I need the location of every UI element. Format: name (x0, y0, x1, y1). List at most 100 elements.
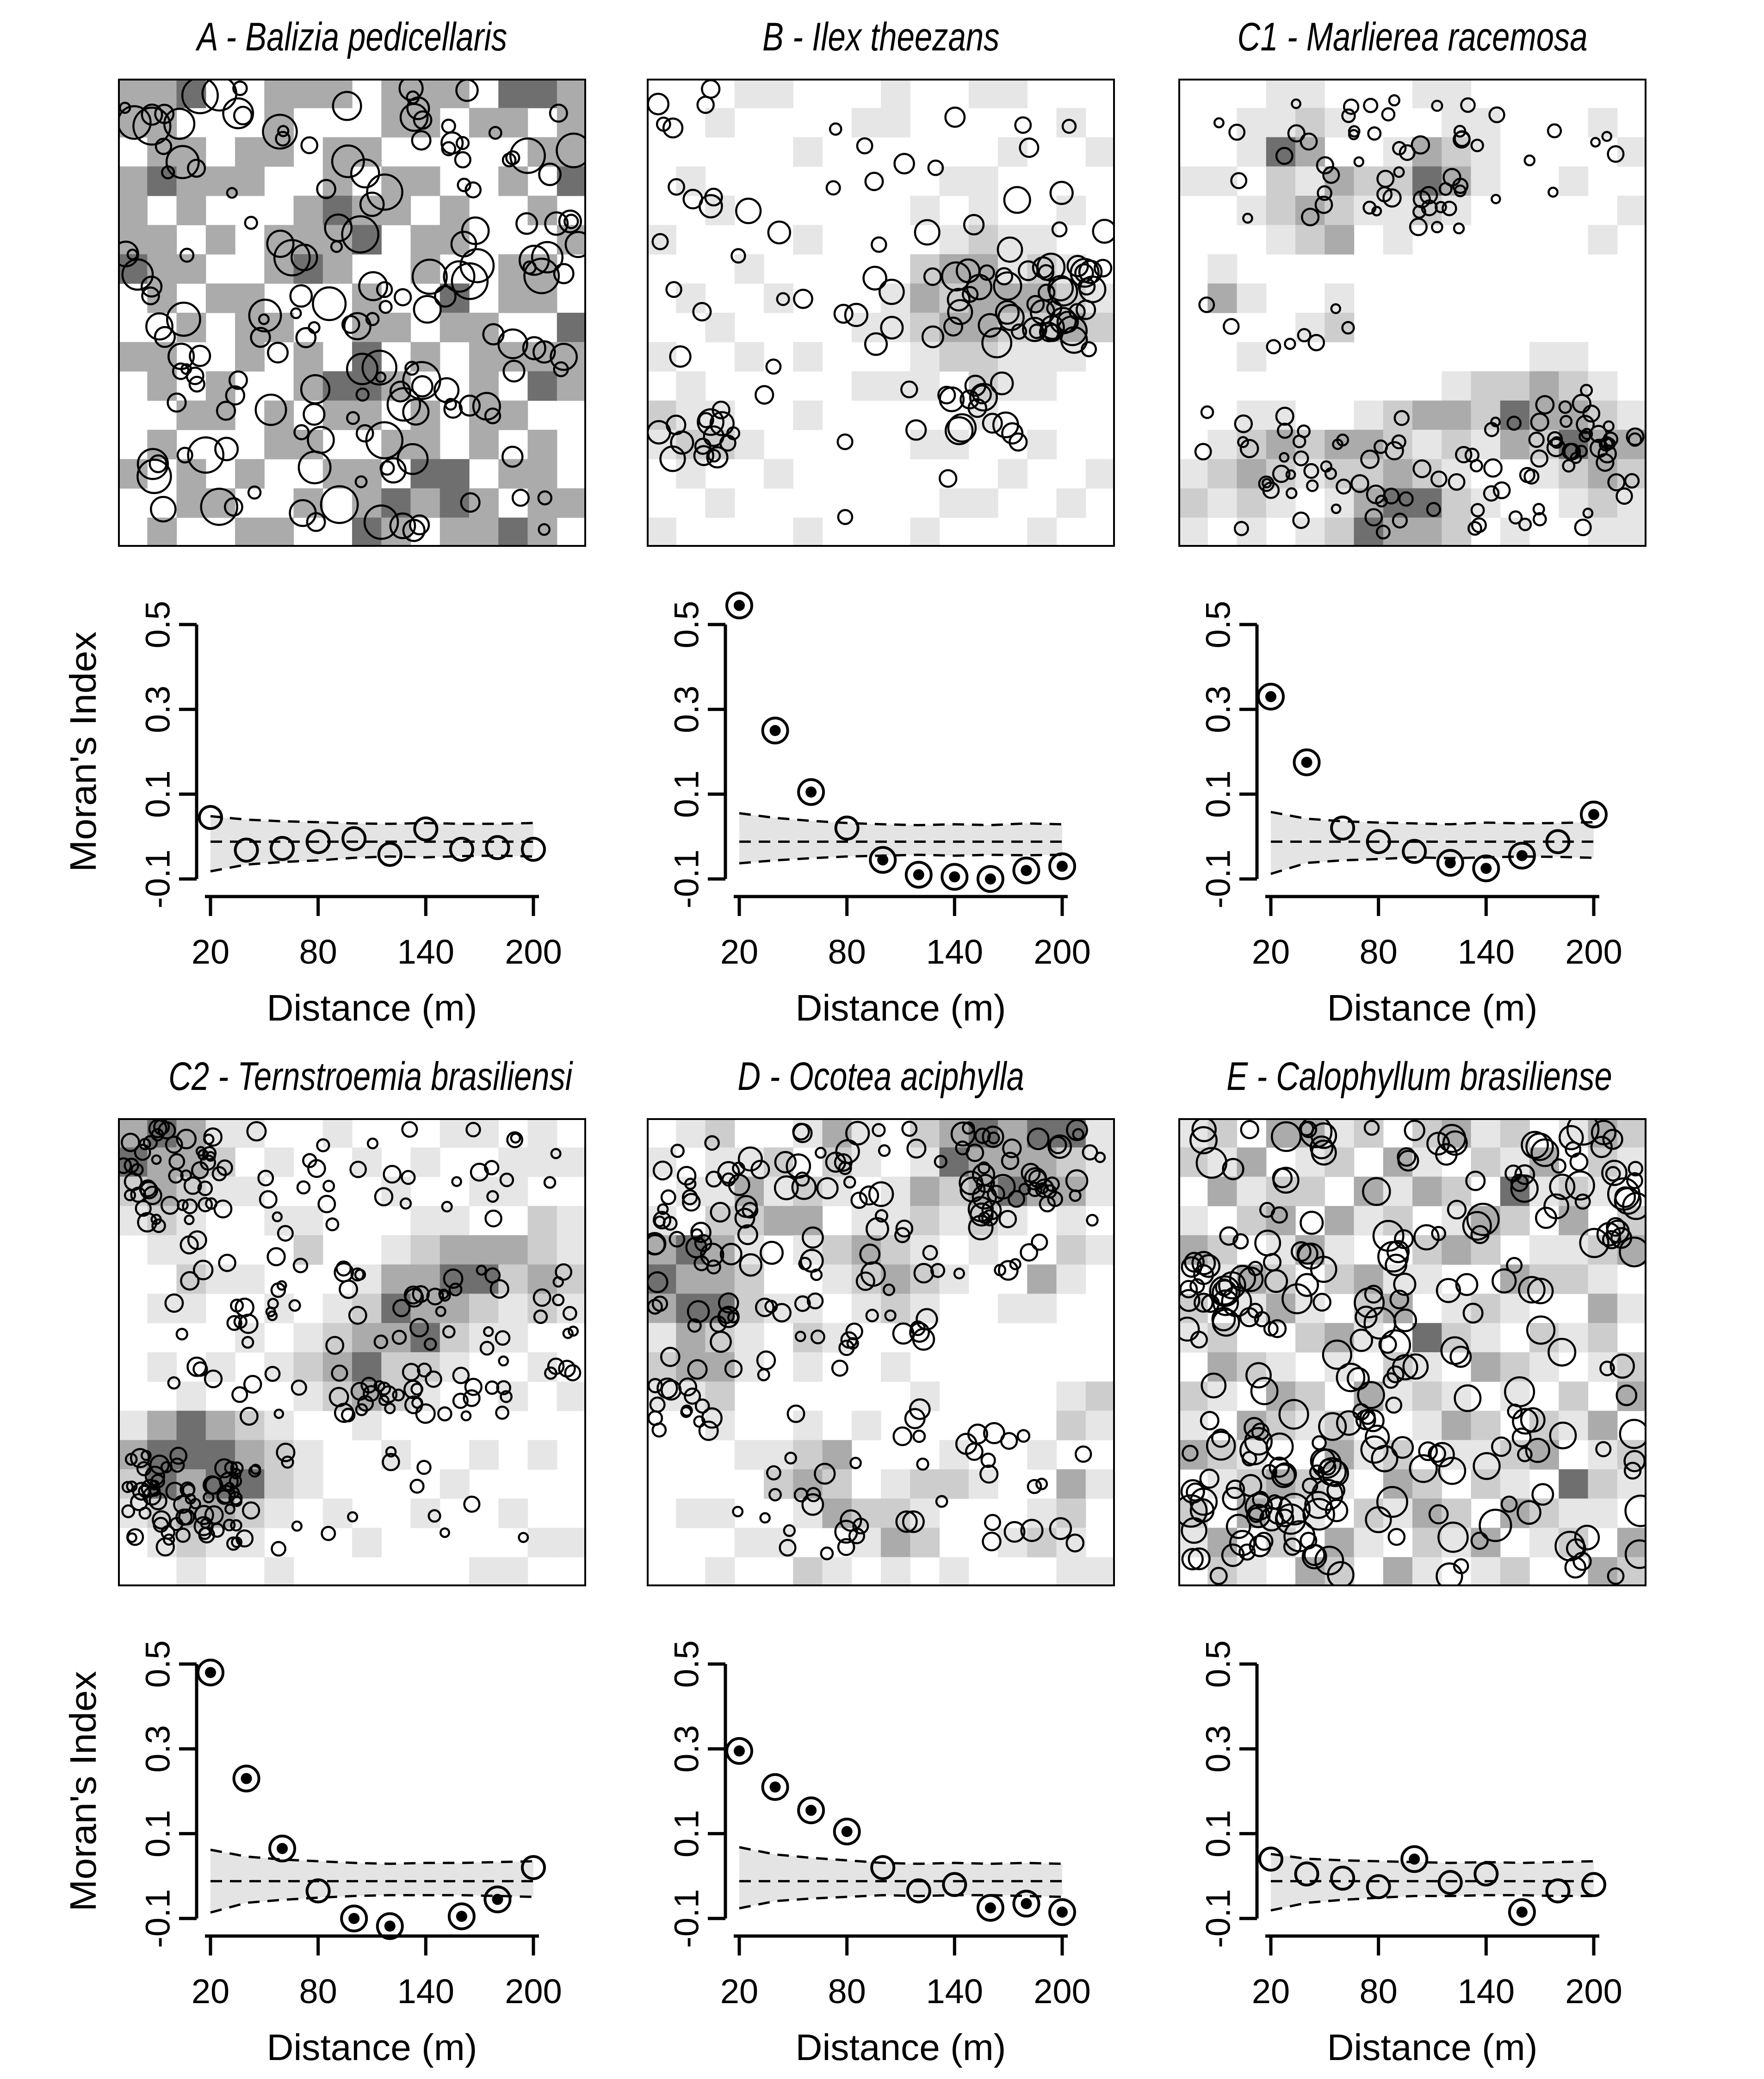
tree-circle (556, 132, 586, 168)
tree-circle (339, 1279, 359, 1299)
tree-circle (1316, 156, 1334, 174)
tree-circle (404, 1288, 424, 1308)
tree-circle (354, 475, 368, 489)
tree-circle (350, 1267, 365, 1282)
tree-circle (765, 358, 782, 375)
moran-point (1258, 1846, 1283, 1872)
tree-circle (124, 1172, 143, 1191)
y-tick-label: -0.1 (139, 849, 177, 909)
tree-circle (1272, 464, 1291, 483)
tree-circle (533, 1309, 548, 1324)
tree-circle (121, 1481, 134, 1493)
tree-circle (1467, 521, 1482, 536)
tree-circle (558, 1360, 576, 1378)
tree-circle (136, 448, 169, 480)
tree-circle (726, 426, 741, 440)
moran-point-significant (1472, 854, 1500, 883)
tree-circle (704, 1135, 720, 1151)
tree-circle (660, 1347, 681, 1367)
tree-circle (1525, 1438, 1550, 1463)
tree-circle (499, 1172, 514, 1188)
tree-circle (1213, 117, 1225, 129)
moran-point-dot (1444, 857, 1456, 869)
tree-circle (1196, 1254, 1221, 1278)
moran-point-significant (1048, 1898, 1076, 1926)
tree-circle (1442, 1130, 1468, 1156)
tree-circle (1065, 1534, 1085, 1553)
tree-circle (1363, 1306, 1397, 1340)
x-axis-title: Distance (m) (1327, 2027, 1538, 2068)
tree-circle (1248, 1507, 1264, 1523)
tree-circle (257, 1169, 274, 1187)
tree-circle (1387, 1528, 1406, 1546)
tree-circle (320, 485, 359, 524)
tree-circle (398, 79, 424, 101)
tree-circle (1020, 1519, 1044, 1542)
moran-point (521, 1855, 546, 1880)
envelope-lower-line (1270, 855, 1594, 875)
tree-circle (176, 1128, 197, 1150)
tree-circle (272, 1211, 283, 1223)
y-axis (708, 1662, 727, 1920)
tree-circle (1297, 328, 1312, 343)
y-tick-label: 0.1 (668, 1810, 706, 1857)
tree-circle (1350, 474, 1369, 493)
tree-circle (403, 1380, 423, 1399)
tree-circle (1238, 1267, 1264, 1292)
moran-point-dot (913, 869, 924, 880)
panel-title-e-text: E - Calophyllum brasiliense (1226, 1054, 1612, 1099)
envelope-lower-line (739, 854, 1063, 865)
tree-circle (1232, 1233, 1249, 1250)
tree-circle (1283, 1520, 1316, 1553)
tree-circle (1018, 260, 1039, 281)
tree-circle (1003, 1521, 1026, 1543)
tree-circle (1092, 218, 1115, 244)
tree-circle (1589, 425, 1608, 443)
moran-point-dot (1265, 691, 1276, 702)
tree-circle (882, 1283, 896, 1296)
tree-circle (993, 271, 1022, 301)
moran-point (1330, 816, 1355, 841)
tree-circle (1239, 439, 1259, 458)
tree-circle (363, 1385, 380, 1402)
tree-circle (776, 292, 790, 306)
tree-circle (1392, 513, 1408, 529)
species-map-c2 (118, 1118, 586, 1586)
tree-circle (437, 1406, 452, 1422)
tree-circle (562, 1306, 577, 1321)
tree-circle (1266, 339, 1281, 354)
moran-point-significant (1508, 1898, 1536, 1926)
tree-circle (1179, 1280, 1198, 1299)
tree-circle (281, 1455, 294, 1469)
tree-circle (1559, 1125, 1584, 1151)
tree-circle (944, 106, 966, 128)
tree-circle (246, 1121, 267, 1142)
tree-circle (233, 105, 253, 125)
moran-point (1437, 1870, 1463, 1895)
tree-circle (984, 1514, 1001, 1531)
tree-circle (1003, 186, 1031, 214)
panel-title-d-text: D - Ocotea aciphylla (737, 1054, 1024, 1099)
tree-circle (225, 385, 246, 406)
tree-circle (892, 1426, 913, 1447)
y-axis (179, 623, 198, 881)
tree-circle (550, 343, 578, 371)
tree-circle (250, 1464, 261, 1475)
tree-circle (735, 198, 762, 224)
tree-circle (1302, 1477, 1318, 1494)
tree-circle (155, 137, 173, 155)
tree-circle (1222, 1487, 1246, 1511)
tree-circle (1378, 1335, 1397, 1354)
tree-circle (136, 458, 172, 495)
tree-circle (1574, 518, 1592, 537)
tree-circle (1363, 1120, 1380, 1136)
tree-circle (1624, 473, 1640, 489)
tree-circle (483, 1326, 494, 1337)
tree-circle (947, 413, 977, 443)
tree-circle (148, 1119, 167, 1138)
tree-circle (1393, 1273, 1417, 1296)
tree-circle (1462, 1211, 1492, 1241)
tree-circle (176, 446, 193, 464)
tree-circle (693, 445, 714, 466)
tree-circle (296, 1180, 311, 1194)
